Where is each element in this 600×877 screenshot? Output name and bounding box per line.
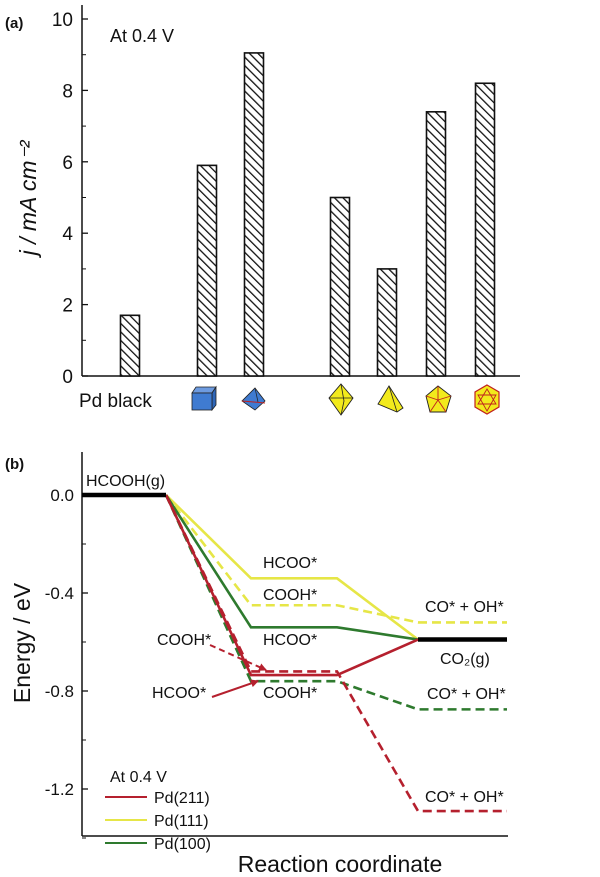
edge: [254, 387, 259, 403]
bar-cube: [196, 164, 218, 377]
legend-item: Pd(111): [105, 813, 209, 830]
energy-path-Pd(211): [164, 494, 419, 677]
state-annotation: CO* + OH*: [425, 599, 504, 616]
y-tick-label: 4: [62, 224, 73, 245]
edge: [241, 400, 266, 404]
panel-b-xlabel: Reaction coordinate: [238, 851, 443, 877]
y-tick-label: -0.8: [45, 682, 74, 701]
y-tick-label: 0.0: [50, 486, 74, 505]
legend-label: Pd(100): [154, 836, 211, 853]
bar-icosahedron: [474, 82, 496, 377]
legend-label: Pd(111): [154, 813, 209, 830]
state-annotation: CO* + OH*: [425, 789, 504, 806]
final-state-label: CO₂(g): [440, 651, 490, 668]
energy-path-Pd(100): [164, 494, 419, 641]
panel-a-annotation: At 0.4 V: [110, 26, 174, 46]
y-tick-label: 2: [62, 296, 73, 317]
y-tick-label: -0.4: [45, 584, 74, 603]
cube-front: [191, 392, 213, 411]
yellow-octahedron-icon: [328, 383, 354, 416]
octa-body: [328, 383, 354, 416]
icosahedron-icon: [474, 384, 500, 415]
state-annotation: HCOO*: [263, 632, 317, 649]
energy-path-Pd(111): [165, 494, 419, 641]
deca-body: [425, 385, 452, 413]
energy-path-Pd(100): [164, 494, 507, 711]
panel-b-ylabel: Energy / eV: [9, 582, 35, 703]
arrow-cooh: [209, 644, 267, 671]
panel-b-label: (b): [5, 456, 24, 473]
legend-title: At 0.4 V: [110, 769, 167, 786]
edge: [388, 385, 398, 413]
icosa-body: [474, 384, 500, 415]
y-tick-label: 8: [62, 81, 73, 102]
state-annotation: COOH*: [263, 587, 317, 604]
y-tick-label: -1.2: [45, 780, 74, 799]
panel-a-bar-chart: (a) At 0.4 V j / mA cm⁻² 0 2 4 6 8 10 Pd black: [5, 5, 520, 416]
state-annotation: HCOO*: [152, 685, 206, 702]
edge: [429, 399, 439, 413]
y-tick-label: 6: [62, 153, 73, 174]
edge: [425, 395, 439, 401]
legend-label: Pd(211): [154, 790, 210, 807]
x-category-label: Pd black: [79, 391, 152, 412]
state-annotation: CO* + OH*: [427, 686, 506, 703]
state-annotation: HCOO*: [263, 555, 317, 572]
bar-Pd black: [119, 314, 141, 377]
decahedron-icon: [425, 385, 452, 413]
arrow-hcoo: [211, 679, 259, 698]
y-tick-label: 10: [52, 10, 73, 31]
bar-tetrahedron: [376, 268, 398, 377]
panel-a-ylabel: j / mA cm⁻²: [15, 139, 41, 258]
legend-item: Pd(211): [105, 790, 210, 807]
tetrahedron-icon: [377, 385, 404, 413]
energy-path-Pd(111): [164, 494, 507, 624]
edge: [340, 383, 345, 416]
bar-octahedron-yellow: [329, 196, 351, 377]
state-annotation: COOH*: [157, 632, 211, 649]
y-tick-label: 0: [62, 367, 73, 388]
legend-item: Pd(100): [105, 836, 211, 853]
octa-body: [241, 387, 266, 411]
bar-octahedron-blue: [243, 52, 265, 377]
edge: [477, 388, 497, 405]
bar-decahedron: [425, 111, 447, 377]
edge: [437, 399, 447, 413]
state-annotation: COOH*: [263, 685, 317, 702]
blue-octahedron-icon: [241, 387, 266, 411]
edge: [477, 394, 497, 412]
panel-a-label: (a): [5, 15, 23, 32]
initial-state-label: HCOOH(g): [86, 473, 165, 490]
cube-icon: [191, 385, 217, 412]
edge: [437, 395, 452, 401]
panel-b-energy-diagram: (b) Energy / eV Reaction coordinate 0.0 -…: [5, 452, 508, 877]
